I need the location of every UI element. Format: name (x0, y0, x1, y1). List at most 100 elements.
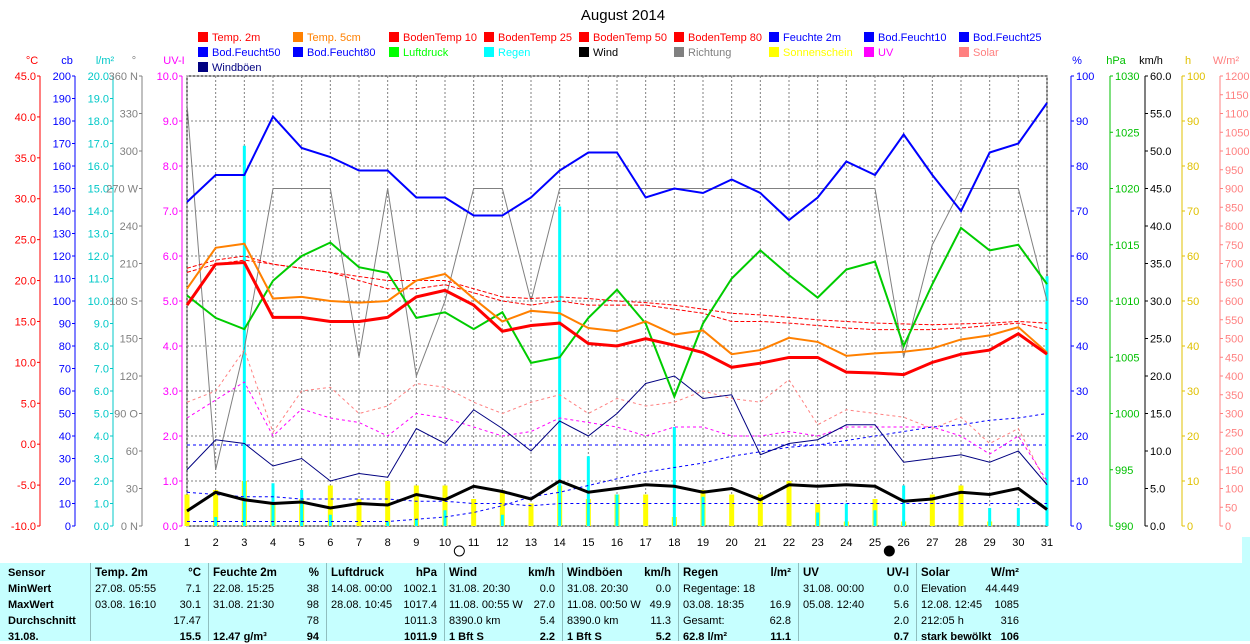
axis-tick-label: 990 (1115, 521, 1133, 533)
legend-swatch (959, 32, 969, 42)
stats-panel (0, 563, 1242, 641)
legend-swatch (293, 32, 303, 42)
gust-line (186, 375, 1048, 486)
sunshine-bar (958, 485, 964, 526)
stats-header-unit: % (308, 567, 319, 579)
stats-row: 12.47 g/m³ 94 (209, 630, 327, 644)
legend-label: Wind (593, 47, 618, 59)
axis-tick-label: 15.0 (88, 184, 109, 196)
axis-tick-label: 110 (53, 274, 71, 286)
stats-header-label: Luftdruck (331, 567, 385, 579)
legend-label: Windböen (212, 62, 262, 74)
legend-swatch (484, 47, 494, 57)
axis-tick-label: 40 (1187, 341, 1199, 353)
axis-tick-label: 250 (1225, 427, 1243, 439)
axis-tick-label: 25.0 (15, 235, 36, 247)
axis-tick-label: 900 (1225, 184, 1243, 196)
stats-row: 78 (209, 614, 327, 628)
axis-tick-label: 0.0 (163, 521, 178, 533)
stats-cell-value: 5.4 (539, 615, 555, 627)
stats-cell-value: 30.1 (179, 599, 201, 611)
stats-column: Wind km/h 31.08. 20:30 0.0 11.08. 00:55 W 27.… (444, 563, 563, 643)
stats-row: stark bewölkt 106 (917, 630, 1027, 644)
axis-tick-label: 7.0 (94, 364, 109, 376)
stats-row: 28.08. 10:45 1017.4 (327, 598, 445, 612)
rain-bar (500, 514, 504, 526)
sunshine-bar (499, 490, 505, 526)
axis-tick-label: 240 (120, 221, 138, 233)
stats-cell-label: 31.08. 00:00 (803, 583, 865, 595)
legend-swatch (484, 32, 494, 42)
stats-cell-label: 03.08. 18:35 (683, 599, 745, 611)
legend-label: Bod.Feucht50 (212, 47, 281, 59)
stats-cell-label: Elevation (921, 583, 967, 595)
x-tick-label: 23 (812, 537, 824, 549)
axis-tick-label: 190 (53, 94, 71, 106)
axis-tick-label: 10.0 (88, 296, 109, 308)
axis-tick-label: 8.0 (94, 341, 109, 353)
axis-tick-label: 20.0 (88, 71, 109, 83)
stats-cell-value: 44.449 (985, 583, 1019, 595)
weather-chart: August 2014 Temp. 2m Temp. 5cm BodenTemp 10… (11, 7, 1249, 557)
axis-tick-label: 3.0 (94, 454, 109, 466)
stats-column: Solar W/m² Elevation 44.449 12.08. 12:45 1085… (916, 563, 1027, 644)
stats-row: 12.08. 12:45 1085 (917, 598, 1027, 612)
legend-swatch (769, 47, 779, 57)
axis-tick-label: 10.0 (15, 357, 36, 369)
sunshine-bar (471, 499, 477, 526)
axis-tick-label: 20.0 (15, 276, 36, 288)
stats-column-header: Temp. 2m °C (91, 566, 209, 580)
sensor-row-min: MinWert (8, 583, 52, 595)
axis-tick-label: 5.0 (21, 398, 36, 410)
legend-label: Bod.Feucht25 (973, 32, 1042, 44)
stats-column-header: Luftdruck hPa (327, 566, 445, 580)
rain-bar (672, 427, 676, 526)
pressure-line (186, 226, 1048, 400)
axis-tick-label: 180 (53, 116, 71, 128)
stats-cell-value: 49.9 (649, 599, 671, 611)
legend-swatch (769, 32, 779, 42)
axis-tick-label: 6.0 (163, 251, 178, 263)
stats-cell-value: 106 (1000, 631, 1019, 643)
stats-cell-value: 94 (306, 631, 319, 643)
sunshine-bar (356, 499, 362, 526)
stats-row: 31.08. 00:00 0.0 (799, 582, 917, 596)
stats-row: 05.08. 12:40 5.6 (799, 598, 917, 612)
stats-header-label: Wind (449, 567, 477, 579)
stats-column: Regen l/m² Regentage: 18 03.08. 18:35 16.9 Ge… (678, 563, 799, 643)
stats-row: 212:05 h 316 (917, 614, 1027, 628)
stats-column: Windböen km/h 31.08. 20:30 0.0 11.08. 00:50 … (562, 563, 679, 643)
stats-cell-value: 1011.9 (403, 631, 437, 643)
axis-tick-label: 90 (1076, 116, 1088, 128)
axis-unit-label: W/m² (1213, 55, 1240, 67)
sunshine-bar (442, 485, 448, 526)
x-tick-label: 18 (668, 537, 680, 549)
axis-tick-label: 70 (1076, 206, 1088, 218)
stats-cell-value: 16.9 (769, 599, 791, 611)
stats-cell-value: 5.6 (893, 599, 909, 611)
x-tick-label: 29 (984, 537, 996, 549)
sunshine-bar (327, 485, 333, 526)
x-tick-label: 21 (754, 537, 766, 549)
x-tick-label: 14 (554, 537, 566, 549)
axis-tick-label: 60 (126, 446, 138, 458)
axis-tick-label: 0 N (121, 521, 138, 533)
axis-tick-label: 120 (120, 371, 138, 383)
axis-tick-label: 650 (1225, 277, 1243, 289)
stats-cell-label: 14.08. 00:00 (331, 583, 393, 595)
rain-bar (414, 519, 418, 526)
stats-cell-label: 8390.0 km (567, 615, 619, 627)
humidity-line (186, 102, 1048, 222)
axis-tick-label: 1100 (1225, 109, 1249, 121)
legend-swatch (389, 47, 399, 57)
rain-bar (1016, 508, 1020, 526)
wind-line (186, 479, 1048, 513)
stats-cell-label: Gesamt: (683, 615, 725, 627)
axis-tick-label: 150 (53, 184, 71, 196)
rain-bar (558, 206, 562, 526)
axis-tick-label: 270 W (106, 184, 138, 196)
stats-cell-label: stark bewölkt (921, 631, 992, 643)
axis-tick-label: 450 (1225, 352, 1243, 364)
axis-tick-label: 40 (1076, 341, 1088, 353)
axis-tick-label: 50.0 (1150, 146, 1171, 158)
